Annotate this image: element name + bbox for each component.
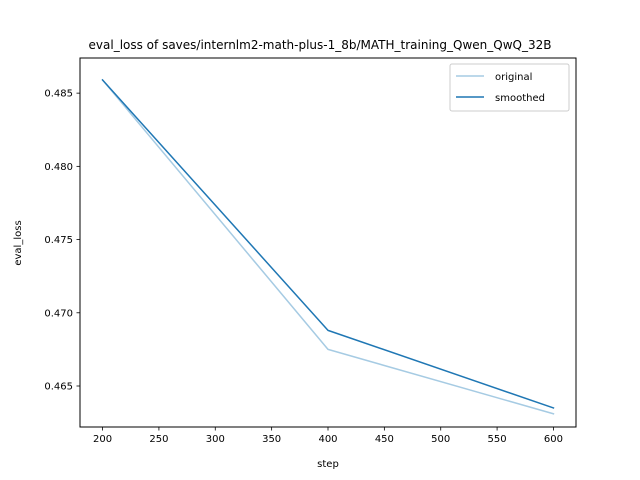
series-lines bbox=[101, 78, 555, 415]
x-tick-label: 400 bbox=[318, 434, 337, 445]
x-tick-label: 200 bbox=[93, 434, 112, 445]
y-tick-label: 0.470 bbox=[44, 308, 73, 319]
y-tick-label: 0.475 bbox=[44, 235, 73, 246]
legend-label-smoothed: smoothed bbox=[495, 93, 545, 104]
y-tick-label: 0.480 bbox=[44, 162, 73, 173]
series-line-smoothed bbox=[101, 78, 555, 409]
x-tick-label: 450 bbox=[375, 434, 394, 445]
x-tick-label: 350 bbox=[262, 434, 281, 445]
x-axis-label: step bbox=[317, 459, 339, 470]
y-tick-label: 0.485 bbox=[44, 89, 73, 100]
chart-title: eval_loss of saves/internlm2-math-plus-1… bbox=[89, 38, 552, 52]
x-tick-label: 250 bbox=[149, 434, 168, 445]
x-tick-label: 600 bbox=[544, 434, 563, 445]
y-axis-label: eval_loss bbox=[13, 220, 24, 265]
x-tick-label: 550 bbox=[488, 434, 507, 445]
x-tick-label: 500 bbox=[431, 434, 450, 445]
plot-area bbox=[79, 57, 577, 428]
legend: original smoothed bbox=[449, 63, 570, 112]
x-tick-label: 300 bbox=[206, 434, 225, 445]
legend-label-original: original bbox=[495, 72, 532, 83]
y-tick-label: 0.465 bbox=[44, 382, 73, 393]
y-axis: 0.465 0.470 0.475 0.480 0.485 bbox=[44, 89, 80, 393]
series-line-original bbox=[101, 78, 555, 415]
x-axis: 200 250 300 350 400 450 500 550 600 bbox=[93, 427, 563, 445]
